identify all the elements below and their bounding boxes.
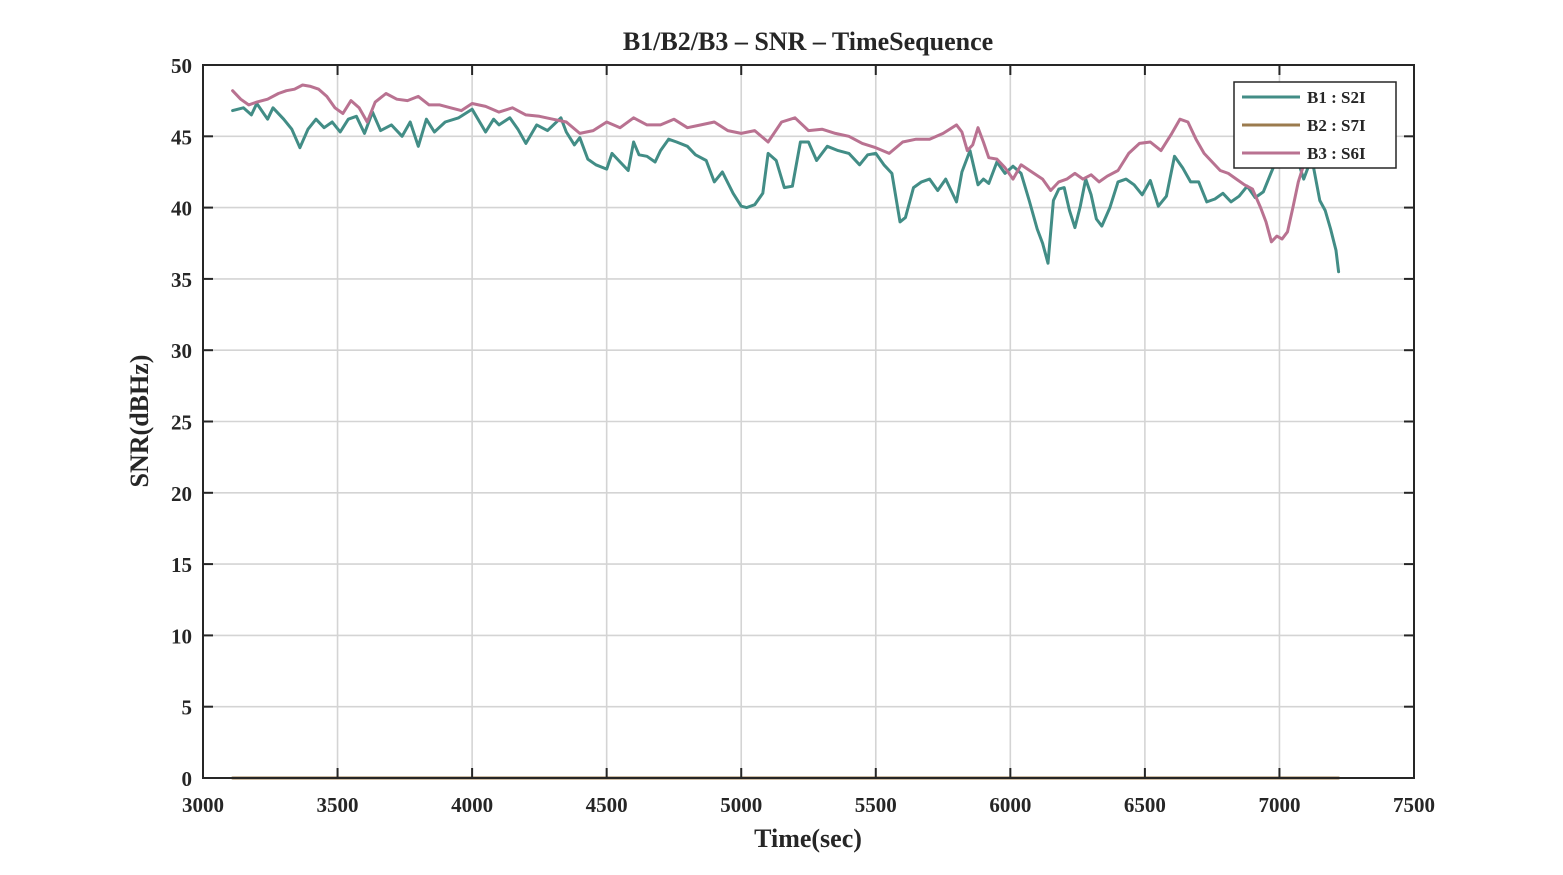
axis-ticks — [202, 64, 1415, 779]
grid-lines — [203, 65, 1414, 778]
x-tick-label: 4500 — [586, 793, 628, 817]
y-tick-label: 30 — [171, 339, 192, 363]
x-tick-label: 5500 — [855, 793, 897, 817]
x-tick-label: 3500 — [317, 793, 359, 817]
series-line-b1-s2i — [231, 102, 1341, 274]
legend-label-b1: B1 : S2I — [1307, 88, 1366, 107]
x-tick-label: 6500 — [1124, 793, 1166, 817]
y-tick-label: 15 — [171, 553, 192, 577]
y-tick-label: 25 — [171, 411, 192, 435]
chart-title: B1/B2/B3 – SNR – TimeSequence — [623, 27, 993, 56]
y-tick-label: 10 — [171, 624, 192, 648]
y-tick-label: 20 — [171, 482, 192, 506]
y-tick-label: 5 — [182, 696, 193, 720]
legend-label-b3: B3 : S6I — [1307, 144, 1366, 163]
x-tick-label: 3000 — [182, 793, 224, 817]
x-tick-label: 4000 — [451, 793, 493, 817]
legend-label-b2: B2 : S7I — [1307, 116, 1366, 135]
y-tick-label: 0 — [182, 767, 193, 791]
x-tick-label: 5000 — [720, 793, 762, 817]
x-tick-label: 6000 — [989, 793, 1031, 817]
y-tick-label: 45 — [171, 125, 192, 149]
y-axis-title: SNR(dBHz) — [125, 355, 154, 488]
y-tick-label: 40 — [171, 197, 192, 221]
x-axis-title: Time(sec) — [754, 824, 862, 853]
y-tick-labels: 0 5 10 15 20 25 30 35 40 45 50 — [171, 54, 192, 791]
x-tick-labels: 3000 3500 4000 4500 5000 5500 6000 6500 7000 7500 — [182, 793, 1435, 817]
legend: B1 : S2I B2 : S7I B3 : S6I — [1233, 81, 1397, 169]
x-tick-label: 7500 — [1393, 793, 1435, 817]
y-tick-label: 35 — [171, 268, 192, 292]
series-line-b3-s6i — [231, 83, 1324, 244]
x-tick-label: 7000 — [1258, 793, 1300, 817]
y-tick-label: 50 — [171, 54, 192, 78]
